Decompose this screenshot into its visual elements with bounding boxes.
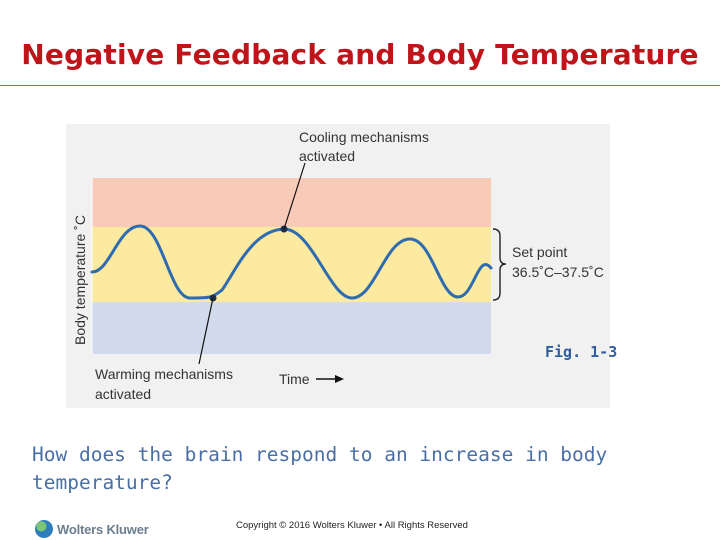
temperature-curve	[90, 224, 493, 300]
warming-label-line1: Warming mechanisms	[95, 366, 233, 382]
cooling-leader-line	[283, 162, 306, 230]
set-point-label: Set point	[512, 244, 567, 260]
copyright-notice: Copyright © 2016 Wolters Kluwer • All Ri…	[236, 520, 468, 531]
warming-label-line2: activated	[95, 386, 151, 402]
below-set-point-band	[92, 302, 491, 354]
cooling-label-line1: Cooling mechanisms	[299, 129, 429, 145]
slide-title: Negative Feedback and Body Temperature	[21, 38, 699, 71]
cooling-label-line2: activated	[299, 148, 355, 164]
time-arrow-head	[335, 375, 344, 383]
publisher-logo: Wolters Kluwer	[35, 520, 149, 538]
set-point-range: 36.5˚C–37.5˚C	[512, 264, 604, 280]
logo-text: Wolters Kluwer	[57, 521, 149, 537]
y-axis-label: Body temperature ˚C	[72, 215, 88, 345]
wolters-kluwer-logo-icon	[35, 520, 53, 538]
warming-leader-line	[198, 297, 214, 365]
set-point-band	[92, 227, 491, 302]
above-set-point-band	[92, 178, 491, 227]
title-divider	[0, 85, 720, 86]
set-point-brace	[492, 228, 507, 301]
x-axis-label: Time	[279, 371, 310, 387]
figure-number: Fig. 1-3	[545, 343, 617, 361]
discussion-question: How does the brain respond to an increas…	[32, 443, 608, 494]
